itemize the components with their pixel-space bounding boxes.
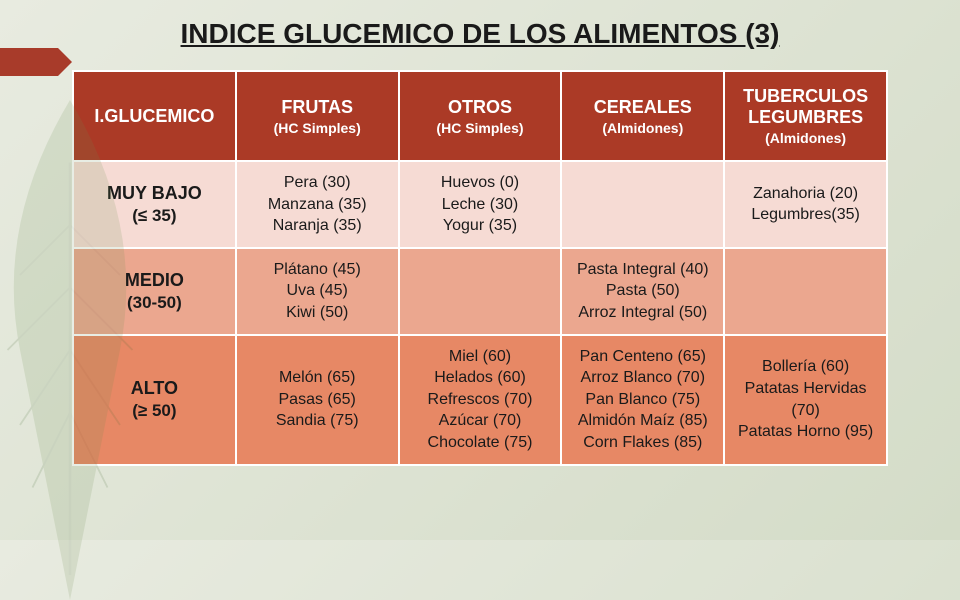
cell-otros: Miel (60)Helados (60)Refrescos (70)Azúca… [399, 335, 562, 465]
col-label: CEREALES [594, 97, 692, 117]
row-header: MUY BAJO (≤ 35) [73, 161, 236, 248]
cell-tuberculos: Zanahoria (20)Legumbres(35) [724, 161, 887, 248]
col-otros: OTROS (HC Simples) [399, 71, 562, 161]
cell-tuberculos [724, 248, 887, 335]
col-tuberculos: TUBERCULOS LEGUMBRES (Almidones) [724, 71, 887, 161]
col-label: OTROS [448, 97, 512, 117]
row-header: ALTO (≥ 50) [73, 335, 236, 465]
table-row-muybajo: MUY BAJO (≤ 35) Pera (30)Manzana (35)Nar… [73, 161, 887, 248]
row-level: MEDIO [125, 270, 184, 290]
table-row-alto: ALTO (≥ 50) Melón (65)Pasas (65)Sandia (… [73, 335, 887, 465]
cell-otros [399, 248, 562, 335]
cell-frutas: Melón (65)Pasas (65)Sandia (75) [236, 335, 399, 465]
cell-otros: Huevos (0)Leche (30)Yogur (35) [399, 161, 562, 248]
col-label: I.GLUCEMICO [94, 106, 214, 126]
col-glucemico: I.GLUCEMICO [73, 71, 236, 161]
row-header: MEDIO (30-50) [73, 248, 236, 335]
glycemic-index-table: I.GLUCEMICO FRUTAS (HC Simples) OTROS (H… [72, 70, 888, 466]
col-sublabel: (HC Simples) [245, 120, 390, 136]
col-sublabel: (Almidones) [733, 130, 878, 146]
col-sublabel: (Almidones) [570, 120, 715, 136]
page-title: INDICE GLUCEMICO DE LOS ALIMENTOS (3) [0, 0, 960, 62]
col-label: FRUTAS [281, 97, 353, 117]
cell-frutas: Pera (30)Manzana (35)Naranja (35) [236, 161, 399, 248]
table-row-medio: MEDIO (30-50) Plátano (45)Uva (45)Kiwi (… [73, 248, 887, 335]
cell-cereales: Pasta Integral (40)Pasta (50)Arroz Integ… [561, 248, 724, 335]
table-body: MUY BAJO (≤ 35) Pera (30)Manzana (35)Nar… [73, 161, 887, 465]
table-header-row: I.GLUCEMICO FRUTAS (HC Simples) OTROS (H… [73, 71, 887, 161]
row-range: (≤ 35) [80, 205, 229, 228]
col-frutas: FRUTAS (HC Simples) [236, 71, 399, 161]
cell-cereales: Pan Centeno (65)Arroz Blanco (70)Pan Bla… [561, 335, 724, 465]
row-range: (≥ 50) [80, 400, 229, 423]
cell-cereales [561, 161, 724, 248]
row-range: (30-50) [80, 292, 229, 315]
row-level: MUY BAJO [107, 183, 202, 203]
cell-tuberculos: Bollería (60)Patatas Hervidas (70)Patata… [724, 335, 887, 465]
cell-frutas: Plátano (45)Uva (45)Kiwi (50) [236, 248, 399, 335]
col-cereales: CEREALES (Almidones) [561, 71, 724, 161]
col-label: TUBERCULOS LEGUMBRES [743, 86, 868, 127]
row-level: ALTO [131, 378, 178, 398]
arrow-decoration [0, 48, 58, 76]
glycemic-index-table-container: I.GLUCEMICO FRUTAS (HC Simples) OTROS (H… [72, 70, 888, 466]
col-sublabel: (HC Simples) [408, 120, 553, 136]
